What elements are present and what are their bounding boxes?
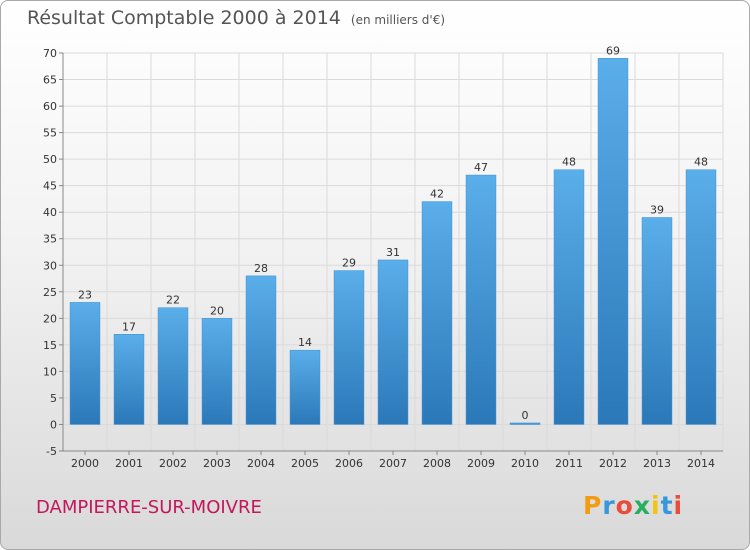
y-tick-label: 65 bbox=[43, 74, 57, 87]
bar bbox=[641, 217, 673, 425]
data-label: 48 bbox=[562, 156, 576, 169]
proxiti-logo: Proxiti bbox=[583, 491, 683, 520]
data-label: 28 bbox=[254, 262, 268, 275]
data-label: 23 bbox=[78, 288, 92, 301]
commune-name: DAMPIERRE-SUR-MOIVRE bbox=[36, 497, 262, 518]
x-tick-label: 2003 bbox=[203, 457, 231, 470]
bar bbox=[377, 259, 409, 425]
bar bbox=[157, 307, 189, 425]
x-tick-label: 2006 bbox=[335, 457, 363, 470]
y-tick-label: 30 bbox=[43, 259, 57, 272]
chart-title-text: Résultat Comptable 2000 à 2014 bbox=[27, 7, 341, 29]
x-tick-label: 2013 bbox=[643, 457, 671, 470]
logo-letter: i bbox=[673, 491, 684, 520]
data-label: 42 bbox=[430, 188, 444, 201]
y-tick-label: -5 bbox=[46, 445, 57, 458]
y-tick-label: 45 bbox=[43, 180, 57, 193]
data-label: 29 bbox=[342, 257, 356, 270]
bar bbox=[113, 334, 145, 425]
data-label: 22 bbox=[166, 294, 180, 307]
x-tick-label: 2002 bbox=[159, 457, 187, 470]
x-tick-label: 2008 bbox=[423, 457, 451, 470]
data-label: 17 bbox=[122, 320, 136, 333]
y-tick-label: 5 bbox=[50, 392, 57, 405]
labels: -5 0 5 10 15 20 25 30 35 40 45 50 55 60 65 70 23 2000 17 20… bbox=[43, 44, 715, 470]
x-tick-label: 2010 bbox=[511, 457, 539, 470]
x-tick-label: 2011 bbox=[555, 457, 583, 470]
logo-letter: r bbox=[602, 491, 616, 520]
bar bbox=[421, 201, 453, 425]
y-tick-label: 10 bbox=[43, 365, 57, 378]
y-tick-label: 55 bbox=[43, 127, 57, 140]
bar bbox=[465, 174, 497, 425]
data-label: 0 bbox=[522, 409, 529, 422]
logo-letter: P bbox=[583, 491, 603, 520]
bar bbox=[553, 169, 585, 425]
bar bbox=[597, 58, 629, 425]
x-tick-label: 2001 bbox=[115, 457, 143, 470]
y-tick-label: 15 bbox=[43, 339, 57, 352]
x-tick-label: 2012 bbox=[599, 457, 627, 470]
data-label: 14 bbox=[298, 336, 312, 349]
bar bbox=[201, 318, 233, 425]
bar bbox=[333, 270, 365, 425]
y-tick-label: 0 bbox=[50, 418, 57, 431]
data-label: 48 bbox=[694, 156, 708, 169]
data-label: 20 bbox=[210, 304, 224, 317]
bar bbox=[289, 349, 321, 425]
y-tick-label: 70 bbox=[43, 47, 57, 60]
data-label: 69 bbox=[606, 44, 620, 57]
bar bbox=[685, 169, 717, 425]
chart-subtitle: (en milliers d'€) bbox=[350, 13, 446, 27]
y-tick-label: 50 bbox=[43, 153, 57, 166]
chart-title: Résultat Comptable 2000 à 2014 (en millie… bbox=[27, 7, 445, 29]
x-tick-label: 2007 bbox=[379, 457, 407, 470]
data-label: 47 bbox=[474, 161, 488, 174]
x-tick-label: 2014 bbox=[687, 457, 715, 470]
bar bbox=[245, 275, 277, 425]
logo-letter: o bbox=[615, 491, 634, 520]
x-tick-label: 2004 bbox=[247, 457, 275, 470]
y-tick-label: 25 bbox=[43, 286, 57, 299]
y-tick-label: 20 bbox=[43, 312, 57, 325]
y-tick-label: 60 bbox=[43, 100, 57, 113]
axes bbox=[59, 52, 723, 455]
bars bbox=[69, 58, 717, 425]
x-tick-label: 2000 bbox=[71, 457, 99, 470]
bar bbox=[509, 422, 541, 425]
data-label: 39 bbox=[650, 204, 664, 217]
x-tick-label: 2009 bbox=[467, 457, 495, 470]
x-tick-label: 2005 bbox=[291, 457, 319, 470]
bar bbox=[69, 302, 101, 425]
y-tick-label: 35 bbox=[43, 233, 57, 246]
data-label: 31 bbox=[386, 246, 400, 259]
y-tick-label: 40 bbox=[43, 206, 57, 219]
logo-letter: x bbox=[633, 491, 651, 520]
logo-letter: t bbox=[660, 491, 674, 520]
logo-letter: i bbox=[651, 491, 661, 520]
